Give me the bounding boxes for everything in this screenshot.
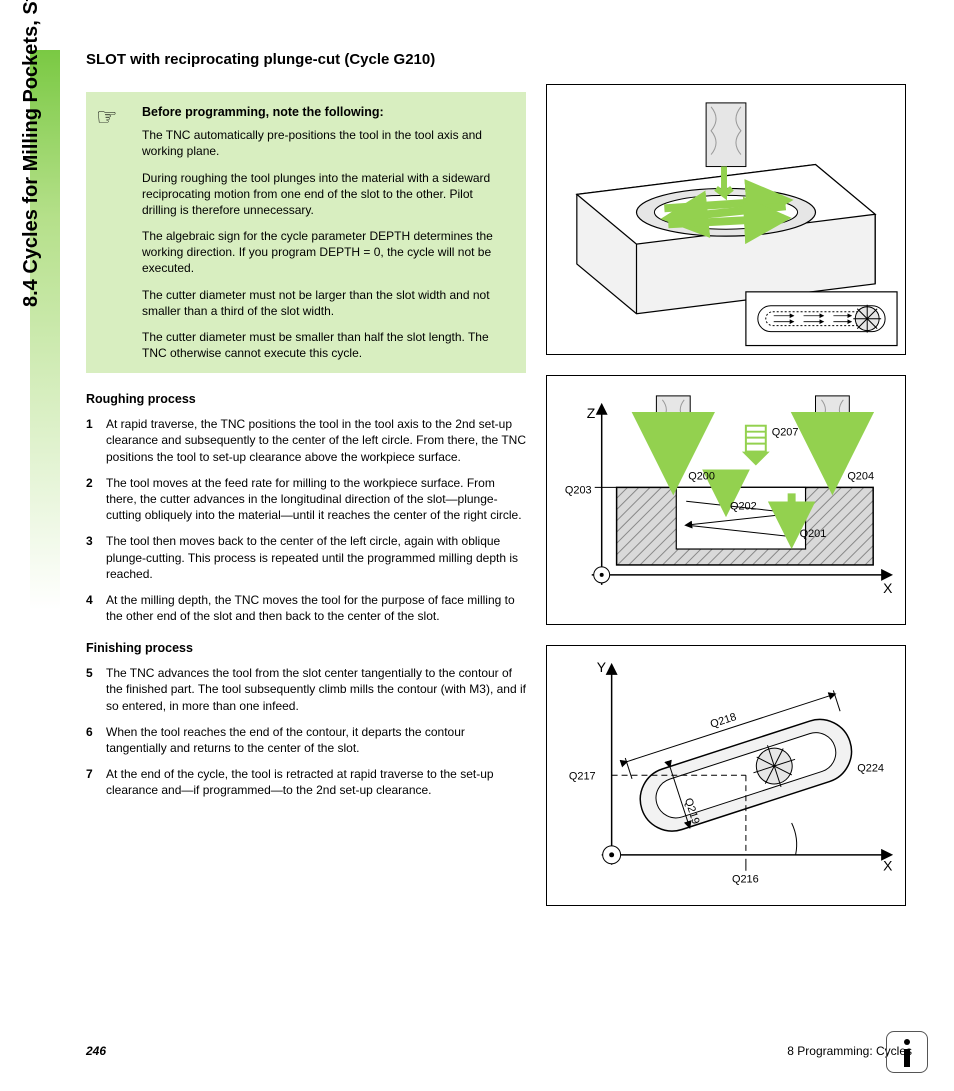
diagram-yx: Y X Q218 Q219 bbox=[546, 645, 906, 906]
step: 3The tool then moves back to the center … bbox=[86, 533, 526, 582]
page-number: 246 bbox=[86, 1043, 106, 1059]
note-para: The algebraic sign for the cycle paramet… bbox=[142, 228, 510, 277]
roughing-head: Roughing process bbox=[86, 391, 526, 408]
finishing-head: Finishing process bbox=[86, 640, 526, 657]
svg-text:Q200: Q200 bbox=[688, 470, 715, 482]
note-para: The cutter diameter must not be larger t… bbox=[142, 287, 510, 319]
svg-text:Q203: Q203 bbox=[565, 484, 592, 496]
diagram-isometric bbox=[546, 84, 906, 355]
svg-text:Z: Z bbox=[587, 404, 596, 420]
page-footer: 246 8 Programming: Cycles bbox=[86, 1043, 912, 1059]
svg-text:X: X bbox=[883, 858, 892, 874]
step: 2The tool moves at the feed rate for mil… bbox=[86, 475, 526, 524]
svg-text:Y: Y bbox=[597, 659, 606, 675]
page-heading: SLOT with reciprocating plunge-cut (Cycl… bbox=[86, 50, 526, 70]
step: 1At rapid traverse, the TNC positions th… bbox=[86, 416, 526, 465]
diagram-zx: Z X bbox=[546, 375, 906, 626]
svg-text:Q207: Q207 bbox=[772, 426, 799, 438]
section-side-title: 8.4 Cycles for Milling Pockets, Studs an… bbox=[18, 0, 45, 307]
note-para: The cutter diameter must be smaller than… bbox=[142, 329, 510, 361]
step: 5The TNC advances the tool from the slot… bbox=[86, 665, 526, 714]
svg-text:Q224: Q224 bbox=[857, 762, 884, 774]
svg-text:X: X bbox=[883, 579, 892, 595]
note-box: ☞ Before programming, note the following… bbox=[86, 92, 526, 373]
svg-text:Q216: Q216 bbox=[732, 874, 759, 886]
svg-text:Q217: Q217 bbox=[569, 770, 596, 782]
svg-text:Q204: Q204 bbox=[847, 470, 874, 482]
svg-text:Q201: Q201 bbox=[800, 528, 827, 540]
step: 6When the tool reaches the end of the co… bbox=[86, 724, 526, 756]
note-para: During roughing the tool plunges into th… bbox=[142, 170, 510, 219]
info-icon bbox=[886, 1031, 928, 1073]
note-para: The TNC automatically pre-positions the … bbox=[142, 127, 510, 159]
note-title: Before programming, note the following: bbox=[142, 104, 510, 121]
step: 7At the end of the cycle, the tool is re… bbox=[86, 766, 526, 798]
svg-text:Q202: Q202 bbox=[730, 500, 757, 512]
finishing-steps: 5The TNC advances the tool from the slot… bbox=[86, 665, 526, 798]
step: 4At the milling depth, the TNC moves the… bbox=[86, 592, 526, 624]
roughing-steps: 1At rapid traverse, the TNC positions th… bbox=[86, 416, 526, 624]
svg-text:Q218: Q218 bbox=[709, 711, 738, 731]
pointing-hand-icon: ☞ bbox=[96, 102, 118, 134]
